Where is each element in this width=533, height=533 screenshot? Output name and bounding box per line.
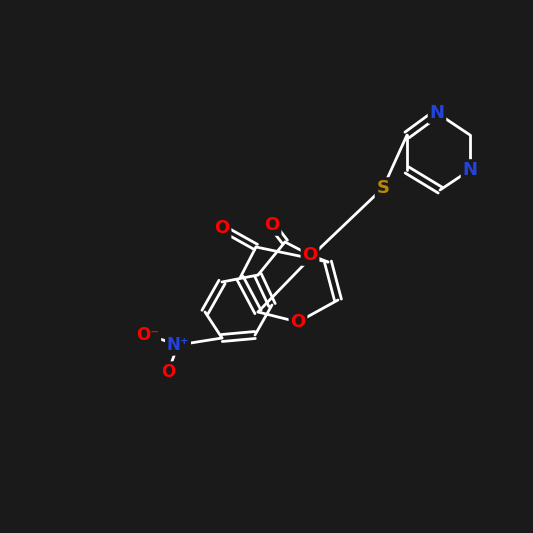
Text: O⁻: O⁻ [136, 326, 159, 344]
Text: O: O [214, 219, 230, 237]
Text: O: O [264, 216, 280, 234]
Text: S: S [376, 179, 390, 197]
Text: O: O [161, 363, 175, 381]
Text: O: O [290, 313, 305, 331]
Text: N⁺: N⁺ [167, 336, 189, 354]
Text: N: N [430, 104, 445, 122]
Text: N: N [463, 161, 478, 179]
Text: O: O [302, 246, 318, 264]
